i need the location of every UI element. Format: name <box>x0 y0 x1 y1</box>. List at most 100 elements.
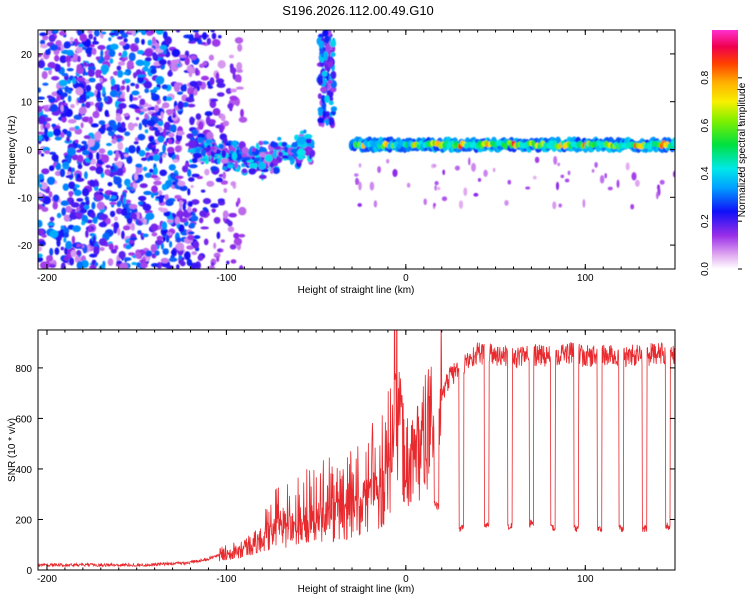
spectrogram-cell <box>255 142 260 150</box>
spectrogram-cell <box>218 143 225 150</box>
spectrogram-cell <box>126 155 133 164</box>
spectrogram-cell <box>205 139 214 144</box>
spectrogram-cell <box>85 84 92 93</box>
spectrogram-cell <box>81 221 86 226</box>
spectrogram-cell <box>671 140 675 147</box>
spectrogram-cell <box>210 203 219 209</box>
spectrogram-cell <box>227 164 234 169</box>
spectrogram-cell <box>234 74 242 83</box>
spectrogram-cell <box>191 251 198 256</box>
spectrogram-cell <box>594 161 598 168</box>
spectrogram-cell <box>140 157 148 161</box>
colorbar-gradient <box>712 30 738 269</box>
spectrogram-cell <box>135 117 140 121</box>
colorbar-tick-label: 0.6 <box>700 118 711 132</box>
spectrogram-cell <box>144 48 154 57</box>
spectrogram-cell <box>213 216 221 224</box>
spectrogram-cell <box>63 232 69 238</box>
spectrogram-cell <box>251 147 256 152</box>
spectrogram-cell <box>49 103 59 113</box>
spectrogram-cell <box>162 102 170 109</box>
spectrogram-cell <box>115 115 123 123</box>
spectrogram-xtick-label: -100 <box>216 273 236 284</box>
spectrogram-cell <box>258 147 267 154</box>
spectrogram-cell <box>212 108 221 116</box>
spectrogram-cell <box>89 44 95 48</box>
spectrogram-cell <box>158 59 167 66</box>
spectrogram-cell <box>55 162 62 171</box>
spectrogram-cell <box>121 121 126 129</box>
spectrogram-cell <box>659 179 665 185</box>
spectrogram-cell <box>139 98 146 106</box>
spectrogram-cell <box>67 89 72 94</box>
spectrogram-cell <box>127 122 135 131</box>
spectrogram-cell <box>110 43 119 50</box>
spectrogram-cell <box>142 203 152 211</box>
spectrogram-cell <box>49 216 55 222</box>
spectrogram-cell <box>174 194 182 200</box>
spectrogram-cell <box>238 233 246 238</box>
spectrogram-cell <box>204 111 213 117</box>
spectrogram-cell <box>233 232 240 239</box>
spectrogram-cell <box>217 248 223 253</box>
colorbar-tick-label: 0.2 <box>700 214 711 228</box>
spectrogram-cell <box>154 250 160 256</box>
spectrogram-cell <box>48 34 56 43</box>
spectrogram-ytick-label: 20 <box>21 50 33 61</box>
spectrogram-cell <box>115 150 120 160</box>
spectrogram-cell <box>130 212 137 220</box>
snr-ytick-label: 400 <box>15 465 32 476</box>
spectrogram-cell <box>616 179 620 188</box>
spectrogram-cell <box>507 179 512 185</box>
spectrogram-cell <box>215 72 220 81</box>
spectrogram-cell <box>108 243 114 251</box>
spectrogram-cell <box>238 116 248 123</box>
spectrogram-cell <box>71 208 76 213</box>
spectrogram-cell <box>143 190 152 196</box>
snr-ticks: -200 -100 0 100 0 200 400 600 800 <box>15 330 676 585</box>
spectrogram-cell <box>200 189 206 193</box>
spectrogram-cell <box>139 183 148 189</box>
spectrogram-ytick-label: 0 <box>26 146 32 157</box>
spectrogram-cell <box>534 156 540 164</box>
spectrogram-cell <box>328 79 333 85</box>
spectrogram-cell <box>560 174 565 179</box>
spectrogram-cell <box>625 162 630 171</box>
spectrogram-cell <box>140 262 148 269</box>
spectrogram-cell <box>130 82 136 87</box>
spectrogram-cell <box>236 69 244 73</box>
spectrogram-cell <box>137 174 142 178</box>
spectrogram-cell <box>95 166 104 175</box>
spectrogram-cell <box>205 115 211 125</box>
spectrogram-cell <box>151 185 158 194</box>
spectrogram-cell <box>406 182 411 188</box>
spectrogram-cell <box>96 201 105 210</box>
colorbar-tick-label: 0.4 <box>700 166 711 180</box>
spectrogram-cell <box>309 149 316 157</box>
spectrogram-cell <box>153 180 162 186</box>
spectrogram-cell <box>101 154 110 164</box>
spectrogram-cell <box>357 203 362 207</box>
spectrogram-cell <box>161 183 168 191</box>
spectrogram-cell <box>51 123 57 128</box>
spectrogram-cell <box>124 131 131 137</box>
spectrogram-cell <box>47 131 54 138</box>
spectrogram-cell <box>213 242 217 249</box>
spectrogram-cell <box>126 186 132 191</box>
spectrogram-cell <box>239 265 244 269</box>
spectrogram-cell <box>234 160 238 169</box>
spectrogram-cell <box>168 257 178 262</box>
spectrogram-cell <box>233 237 243 246</box>
spectrogram-cell <box>70 249 77 258</box>
spectrogram-cell <box>148 142 157 146</box>
snr-y-label: SNR (10 * v/v) <box>7 418 18 482</box>
spectrogram-cell <box>167 70 173 77</box>
spectrogram-cell <box>318 40 324 49</box>
spectrogram-cell <box>224 142 231 146</box>
spectrogram-cell <box>166 146 175 154</box>
spectrogram-cell <box>281 155 289 159</box>
spectrogram-cell <box>94 262 99 267</box>
spectrogram-cell <box>165 109 175 115</box>
spectrogram-cell <box>38 96 46 100</box>
spectrogram-cell <box>192 240 200 249</box>
